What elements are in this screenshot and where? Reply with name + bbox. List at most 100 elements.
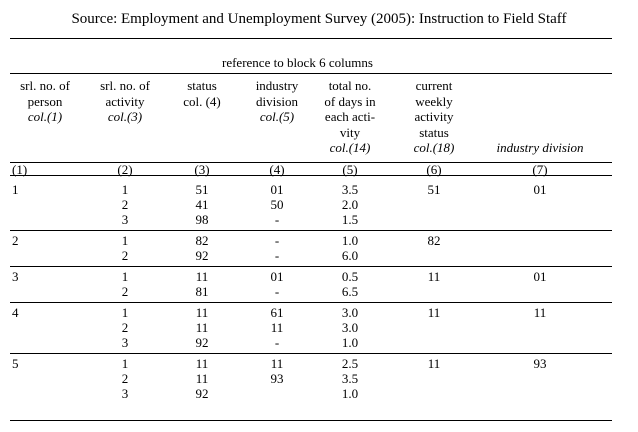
activity-serial: 3 (121, 335, 129, 350)
column-number-2: (2) (117, 162, 133, 177)
activity-status: 11 (195, 371, 209, 386)
activity-days: 6.0 (341, 248, 359, 263)
current-weekly-status: 82 (427, 233, 441, 248)
activity-status: 11 (195, 269, 209, 284)
activity-serial: 1 (121, 233, 129, 248)
activity-serial: 2 (121, 371, 129, 386)
source-title: Source: Employment and Unemployment Surv… (71, 11, 567, 27)
activity-serial: 3 (121, 212, 129, 227)
column-header-line: current (415, 78, 453, 93)
current-weekly-status: 11 (427, 356, 441, 371)
activity-serial: 1 (121, 305, 129, 320)
activity-days: 1.0 (341, 386, 359, 401)
column-header-line: person (27, 93, 63, 109)
activity-serial: 1 (121, 182, 129, 197)
header-rule (10, 162, 612, 163)
top-rule (10, 38, 612, 39)
column-number-4: (4) (269, 162, 285, 177)
column-number-6: (6) (426, 162, 442, 177)
person-serial: 3 (12, 269, 19, 284)
activity-status: 81 (195, 284, 209, 299)
activity-days: 2.5 (341, 356, 359, 371)
column-header-line: activity (414, 109, 454, 124)
column-header-line: srl. no. of (100, 78, 150, 93)
reference-rule (10, 73, 612, 74)
column-header-line: of days in (324, 93, 376, 109)
activity-days: 3.5 (341, 371, 359, 386)
activity-industry-division: - (274, 335, 280, 350)
person-serial: 4 (12, 305, 19, 320)
person-group-rule (10, 266, 612, 267)
person-serial: 5 (12, 356, 19, 371)
activity-days: 2.0 (341, 197, 359, 212)
activity-days: 3.0 (341, 320, 359, 335)
column-header-ref: industry division (496, 140, 584, 155)
person-group-rule (10, 302, 612, 303)
activity-days: 1.0 (341, 233, 359, 248)
column-header-ref: col.(1) (27, 109, 63, 124)
reference-title: reference to block 6 columns (222, 55, 373, 70)
column-header-line: activity (105, 93, 145, 109)
activity-serial: 2 (121, 248, 129, 263)
activity-days: 6.5 (341, 284, 359, 299)
column-header-5: total no. of days in each acti-vity col.(14… (310, 78, 390, 156)
industry-division: 01 (533, 182, 547, 197)
activity-industry-division: 61 (270, 305, 284, 320)
column-header-line: srl. no. of (20, 78, 70, 93)
column-header-2: srl. no. of activity col.(3) (85, 78, 165, 125)
activity-industry-division: 01 (270, 182, 284, 197)
activity-days: 0.5 (341, 269, 359, 284)
activity-status: 51 (195, 182, 209, 197)
column-number-rule (10, 175, 612, 176)
person-group-rule (10, 230, 612, 231)
activity-industry-division: 11 (270, 356, 284, 371)
column-header-ref: col.(18) (413, 140, 455, 155)
activity-days: 3.5 (341, 182, 359, 197)
activity-status: 11 (195, 356, 209, 371)
column-header-line: status (419, 124, 449, 140)
activity-industry-division: 93 (270, 371, 284, 386)
column-header-line: col. (4) (183, 93, 221, 109)
person-serial: 2 (12, 233, 19, 248)
column-header-3: status col. (4) (167, 78, 237, 109)
activity-serial: 2 (121, 284, 129, 299)
activity-days: 1.5 (341, 212, 359, 227)
person-group-rule (10, 353, 612, 354)
person-serial: 1 (12, 182, 19, 197)
activity-industry-division: - (274, 284, 280, 299)
activity-serial: 3 (121, 386, 129, 401)
column-number-5: (5) (342, 162, 358, 177)
activity-status: 82 (195, 233, 209, 248)
column-number-1: (1) (12, 162, 28, 177)
industry-division: 11 (533, 305, 547, 320)
activity-status: 41 (195, 197, 209, 212)
bottom-rule (10, 420, 612, 421)
activity-days: 3.0 (341, 305, 359, 320)
activity-status: 98 (195, 212, 209, 227)
current-weekly-status: 11 (427, 305, 441, 320)
industry-division: 01 (533, 269, 547, 284)
activity-serial: 1 (121, 356, 129, 371)
activity-days: 1.0 (341, 335, 359, 350)
activity-serial: 1 (121, 269, 129, 284)
activity-industry-division: 01 (270, 269, 284, 284)
column-header-7: industry division (475, 140, 605, 156)
activity-industry-division: 11 (270, 320, 284, 335)
activity-industry-division: - (274, 233, 280, 248)
column-header-line: vity (339, 124, 361, 140)
column-header-ref: col.(3) (107, 109, 143, 124)
activity-industry-division: 50 (270, 197, 284, 212)
column-header-6: current weekly activity status col.(18) (394, 78, 474, 156)
column-header-ref: col.(14) (329, 140, 371, 155)
activity-status: 11 (195, 305, 209, 320)
activity-industry-division: - (274, 212, 280, 227)
activity-serial: 2 (121, 320, 129, 335)
column-header-ref: col.(5) (259, 109, 295, 124)
column-number-3: (3) (194, 162, 210, 177)
column-header-line: weekly (415, 93, 453, 109)
current-weekly-status: 11 (427, 269, 441, 284)
activity-status: 92 (195, 335, 209, 350)
industry-division: 93 (533, 356, 547, 371)
column-header-line: status (187, 78, 217, 93)
activity-status: 92 (195, 386, 209, 401)
